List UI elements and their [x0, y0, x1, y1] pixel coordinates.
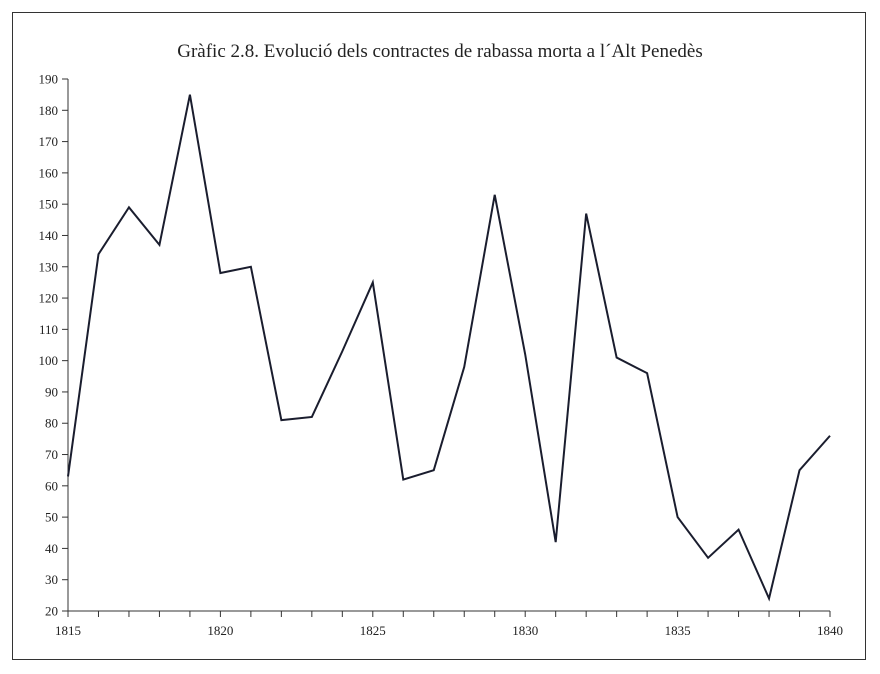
y-tick-label: 160 — [39, 165, 59, 180]
y-tick-label: 180 — [39, 103, 59, 118]
series-group — [68, 95, 830, 599]
y-tick-label: 50 — [45, 510, 58, 525]
x-tick-label: 1835 — [665, 623, 691, 638]
y-tick-label: 90 — [45, 384, 58, 399]
y-tick-label: 40 — [45, 541, 58, 556]
y-tick-label: 100 — [39, 353, 59, 368]
y-tick-label: 190 — [39, 72, 59, 87]
chart-title: Gràfic 2.8. Evolució dels contractes de … — [177, 41, 702, 62]
y-tick-label: 80 — [45, 416, 58, 431]
x-tick-label: 1840 — [817, 623, 843, 638]
y-tick-label: 70 — [45, 447, 58, 462]
y-tick-label: 150 — [39, 197, 59, 212]
y-tick-label: 110 — [39, 322, 58, 337]
y-tick-label: 120 — [39, 291, 59, 306]
series-line — [68, 95, 830, 599]
y-tick-label: 60 — [45, 478, 58, 493]
y-tick-label: 170 — [39, 134, 59, 149]
y-tick-label: 140 — [39, 228, 59, 243]
x-axis: 1815 1820 1825 1830 1835 1840 — [55, 611, 843, 638]
x-tick-label: 1815 — [55, 623, 81, 638]
x-tick-label: 1830 — [512, 623, 538, 638]
x-tick-label: 1825 — [360, 623, 386, 638]
y-axis: 20 30 40 50 60 70 80 90 100 110 120 130 140 150 160 170… — [39, 72, 69, 619]
y-tick-label: 20 — [45, 604, 58, 619]
x-tick-label: 1820 — [207, 623, 233, 638]
y-tick-label: 130 — [39, 259, 59, 274]
y-tick-label: 30 — [45, 572, 58, 587]
